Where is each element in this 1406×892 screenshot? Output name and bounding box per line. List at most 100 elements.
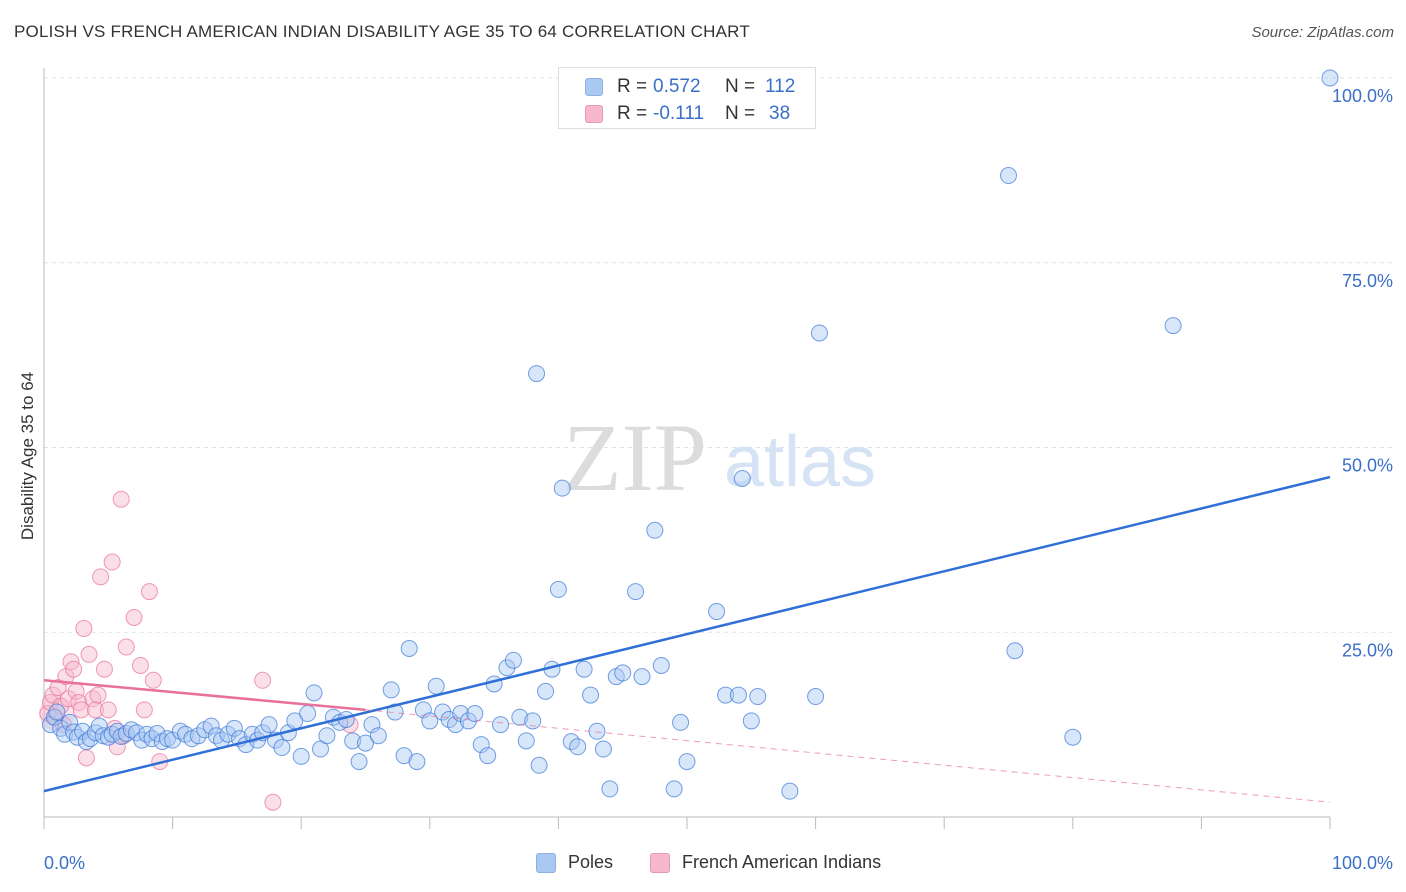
data-point-french [86,701,104,719]
legend-n-value: 112 [765,76,796,97]
data-point-poles [633,668,651,686]
data-point-french [72,701,90,719]
data-point-french [112,490,130,508]
tick-labels: 25.0% 50.0% 75.0% 100.0% 0.0% 100.0% [44,86,1393,873]
data-point-poles [530,756,548,774]
data-point-poles [672,713,690,731]
x-tick-label: 0.0% [44,853,85,873]
data-point-poles [479,747,497,765]
data-point-poles [717,686,735,704]
data-point-poles [90,717,108,735]
data-point-poles [369,727,387,745]
watermark-atlas: atlas [724,422,876,502]
trend-lines [43,475,1331,803]
data-point-poles [363,716,381,734]
legend-n-label: N = [725,76,756,97]
data-point-french [125,608,143,626]
data-point-poles [511,708,529,726]
y-axis-label: Disability Age 35 to 64 [18,371,37,541]
data-point-poles [350,753,368,771]
data-point-poles [357,734,374,752]
data-point-poles [386,703,404,721]
data-point-poles [408,753,426,771]
data-point-poles [447,716,465,734]
data-point-french [144,671,162,689]
data-point-french [254,671,272,689]
data-point-french [103,553,121,571]
legend-r-value: 0.572 [653,76,701,97]
data-point-poles [472,736,490,754]
data-point-poles [614,664,632,682]
data-point-poles [382,681,400,699]
data-point-poles [1064,728,1082,746]
y-tick-label: 75.0% [1342,271,1393,291]
data-point-french [92,568,110,586]
data-point-poles [122,721,140,739]
data-point-poles [652,657,670,675]
data-point-poles [1006,642,1024,660]
data-point-poles [646,521,664,539]
data-point-french [135,701,153,719]
chart-title: POLISH VS FRENCH AMERICAN INDIAN DISABIL… [14,22,750,41]
data-point-poles [549,580,567,598]
data-point-poles [537,682,555,700]
x-tick-label: 100.0% [1332,853,1393,873]
data-point-poles [601,780,619,798]
y-tick-label: 25.0% [1342,640,1393,660]
data-point-french [77,749,95,767]
legend-n-label: N = [725,103,756,124]
axes [43,68,1331,829]
data-point-poles [504,651,522,669]
legend-swatch-poles [536,853,556,873]
correlation-legend: R = 0.572 N = 112 R = -0.111 N = 38 [558,67,816,129]
data-point-poles [733,470,751,488]
data-point-poles [665,780,683,798]
data-point-poles [553,479,571,497]
legend-r-label: R = [617,76,648,97]
data-point-poles [492,716,510,734]
legend-n-value: 38 [769,103,791,124]
data-point-poles [202,717,220,735]
data-point-french [95,660,113,678]
trend-line-poles [43,475,1331,793]
data-point-poles [708,603,726,621]
data-point-poles [1164,317,1182,335]
data-point-poles [627,583,645,601]
legend-r-value: -0.111 [653,103,705,124]
data-point-poles [594,740,612,758]
data-point-poles [466,705,484,723]
legend-r-label: R = [617,103,648,124]
data-point-poles [569,738,587,756]
data-point-poles [742,712,760,730]
data-point-poles [45,708,63,726]
data-point-french [65,660,83,678]
data-point-french [80,645,98,663]
legend-label-poles: Poles [568,852,614,872]
data-point-poles [588,722,606,740]
data-point-poles [729,686,747,704]
data-point-poles [678,753,696,771]
data-point-poles [582,686,600,704]
data-point-french [264,793,282,811]
data-point-poles [414,701,432,719]
data-point-poles [318,727,336,745]
data-point-poles [524,712,542,730]
data-point-poles [344,732,362,750]
legend-label-french: French American Indians [682,852,882,872]
data-point-poles [575,660,593,678]
data-point-poles [48,703,66,721]
data-point-poles [517,732,535,750]
data-point-poles [781,782,799,800]
data-point-poles [1000,167,1017,185]
data-point-french [89,686,107,704]
data-point-poles [485,675,503,693]
data-point-poles [749,688,767,706]
data-point-poles [427,677,445,695]
series-french-points [38,490,359,811]
watermark-zip: ZIP [563,404,707,511]
data-point-poles [400,640,418,658]
y-tick-label: 100.0% [1332,86,1393,106]
data-point-french [117,638,135,656]
data-point-french [131,657,149,675]
data-point-poles [810,324,828,342]
